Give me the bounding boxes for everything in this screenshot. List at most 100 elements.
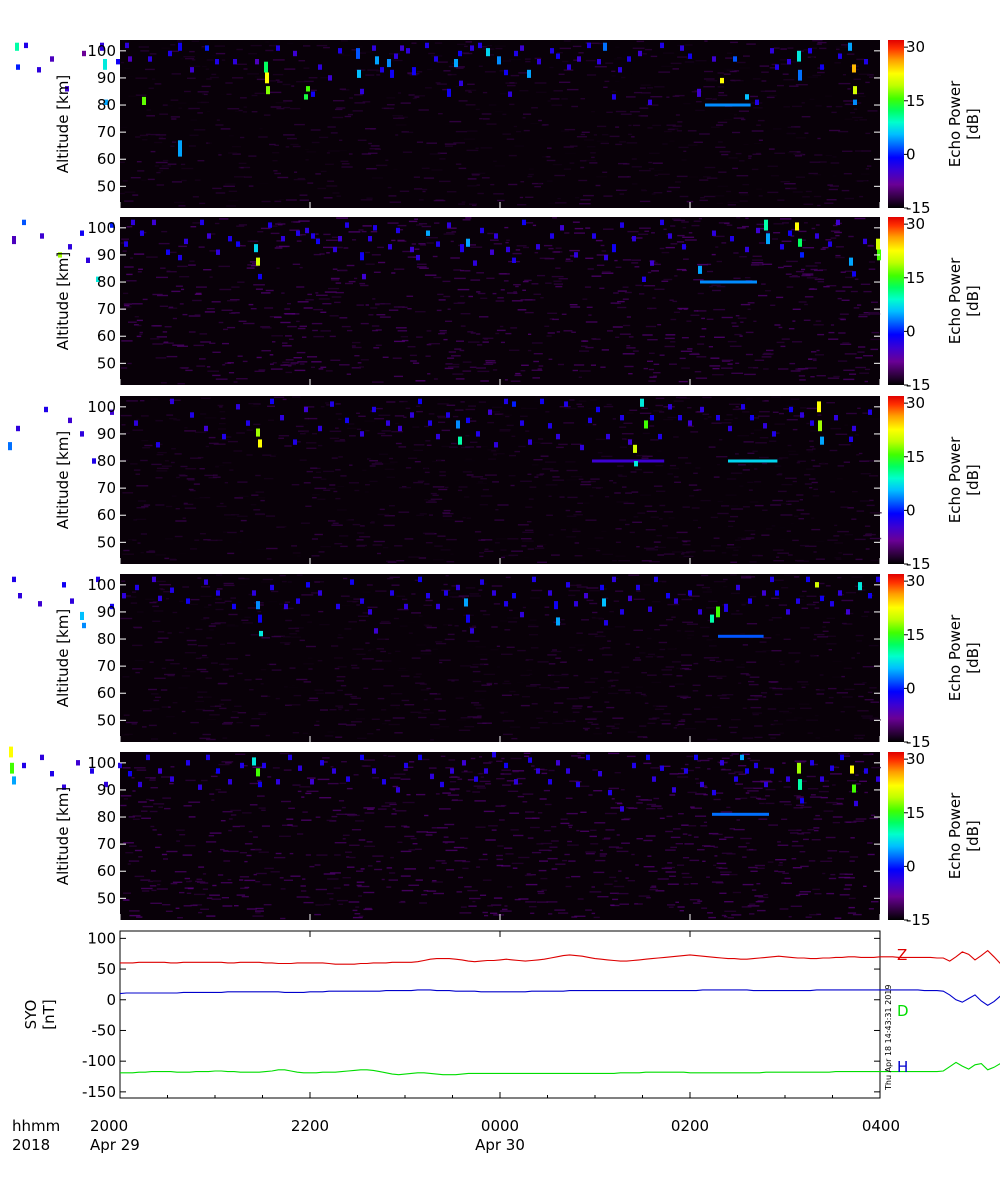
- noise-cell: [642, 455, 653, 457]
- echo-mark: [806, 576, 810, 583]
- noise-cell: [796, 494, 804, 496]
- noise-cell: [867, 853, 875, 856]
- noise-cell: [220, 699, 232, 701]
- noise-cell: [779, 701, 785, 703]
- noise-cell: [338, 456, 343, 458]
- noise-cell: [387, 652, 392, 655]
- echo-mark: [466, 614, 470, 623]
- noise-cell: [486, 682, 493, 685]
- echo-mark: [838, 53, 842, 59]
- noise-cell: [745, 217, 749, 219]
- noise-cell: [301, 890, 307, 892]
- noise-cell: [746, 43, 756, 45]
- noise-cell: [655, 397, 665, 400]
- noise-cell: [401, 889, 414, 892]
- noise-cell: [686, 320, 692, 322]
- noise-cell: [236, 894, 246, 896]
- noise-cell: [633, 598, 645, 600]
- noise-cell: [498, 273, 507, 275]
- noise-cell: [346, 787, 353, 790]
- noise-cell: [448, 759, 456, 761]
- noise-cell: [608, 692, 619, 695]
- noise-cell: [632, 521, 642, 523]
- noise-cell: [218, 791, 227, 793]
- noise-cell: [757, 119, 765, 122]
- noise-cell: [374, 148, 381, 150]
- noise-cell: [237, 712, 247, 714]
- noise-cell: [604, 837, 611, 839]
- noise-cell: [339, 317, 348, 319]
- noise-cell: [522, 696, 531, 698]
- noise-cell: [450, 553, 454, 555]
- noise-cell: [414, 579, 419, 581]
- noise-cell: [123, 292, 129, 295]
- noise-cell: [316, 44, 328, 47]
- noise-cell: [569, 399, 575, 401]
- noise-cell: [315, 173, 321, 175]
- noise-cell: [258, 713, 266, 716]
- noise-cell: [524, 755, 530, 757]
- noise-cell: [693, 472, 698, 474]
- noise-cell: [706, 589, 712, 591]
- noise-cell: [121, 424, 126, 426]
- noise-cell: [231, 286, 240, 288]
- noise-cell: [127, 362, 132, 365]
- noise-cell: [643, 129, 650, 131]
- noise-cell: [853, 683, 865, 685]
- noise-cell: [639, 107, 649, 109]
- noise-cell: [657, 324, 662, 326]
- noise-cell: [800, 407, 807, 409]
- noise-cell: [517, 204, 527, 206]
- y-axis-label: Altitude [km]: [54, 75, 72, 173]
- noise-cell: [683, 540, 688, 543]
- echo-mark: [410, 412, 414, 418]
- noise-cell: [830, 773, 842, 775]
- noise-cell: [447, 141, 456, 144]
- noise-cell: [626, 755, 636, 758]
- noise-cell: [772, 499, 783, 502]
- noise-cell: [125, 852, 134, 854]
- noise-cell: [156, 336, 167, 338]
- noise-cell: [188, 315, 201, 317]
- noise-cell: [620, 789, 625, 791]
- echo-mark: [810, 420, 814, 426]
- noise-cell: [414, 188, 423, 190]
- noise-cell: [801, 116, 811, 118]
- noise-cell: [707, 619, 712, 622]
- noise-cell: [578, 785, 590, 787]
- noise-cell: [538, 721, 548, 724]
- noise-cell: [709, 659, 716, 661]
- noise-cell: [244, 679, 252, 681]
- noise-cell: [528, 173, 534, 176]
- noise-cell: [140, 879, 151, 881]
- noise-cell: [199, 656, 209, 659]
- noise-cell: [252, 766, 264, 768]
- noise-cell: [721, 757, 730, 759]
- noise-cell: [250, 504, 257, 506]
- noise-cell: [671, 661, 681, 663]
- noise-cell: [688, 484, 698, 486]
- noise-cell: [398, 446, 407, 448]
- noise-cell: [280, 608, 286, 611]
- noise-cell: [705, 694, 712, 697]
- noise-cell: [134, 849, 142, 852]
- y-tick-label: 50: [97, 354, 116, 372]
- noise-cell: [652, 262, 658, 264]
- noise-cell: [495, 332, 500, 335]
- noise-cell: [682, 876, 693, 879]
- noise-cell: [247, 264, 258, 266]
- noise-cell: [364, 420, 375, 422]
- noise-cell: [496, 854, 503, 857]
- noise-cell: [433, 378, 438, 380]
- noise-cell: [780, 514, 793, 516]
- noise-cell: [376, 70, 383, 72]
- noise-cell: [771, 63, 778, 66]
- noise-cell: [798, 375, 806, 377]
- noise-cell: [141, 439, 149, 442]
- noise-cell: [643, 866, 655, 868]
- noise-cell: [348, 153, 353, 155]
- noise-cell: [126, 400, 138, 402]
- noise-cell: [452, 415, 459, 418]
- noise-cell: [551, 275, 564, 278]
- noise-cell: [381, 805, 391, 807]
